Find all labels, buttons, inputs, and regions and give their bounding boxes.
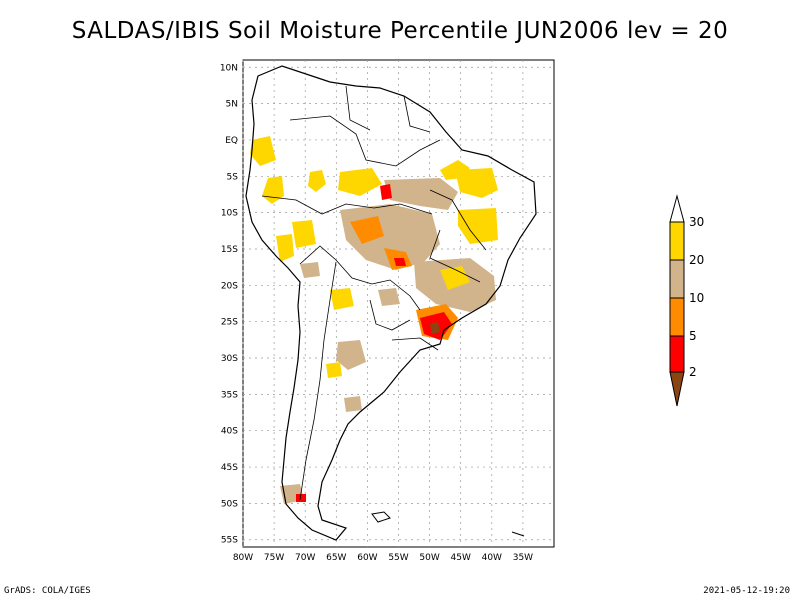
lon-tick-label: 40W [482,553,502,563]
colorbar-swatch-10-20 [669,259,685,299]
lon-tick-label: 75W [264,553,284,563]
shade-below-2 [430,322,440,334]
lat-tick-label: 30S [221,354,238,364]
longitude-labels: 80W 75W 70W 65W 60W 55W 50W 45W 40W 35W [233,553,533,563]
colorbar-label: 2 [689,365,697,379]
border-line [299,261,337,501]
lon-tick-label: 60W [357,553,377,563]
lat-tick-label: 25S [221,318,238,328]
lat-tick-label: 55S [221,536,238,546]
lat-tick-label: 45S [221,463,238,473]
border-line [369,299,411,331]
colorbar: 2 5 10 20 30 [669,194,704,407]
shade-20-30 [458,208,498,244]
shade-10-20 [300,262,320,278]
lat-tick-label: 50S [221,499,238,509]
colorbar-swatch-2-5 [669,335,685,373]
border-line [429,189,487,251]
lat-tick-label: 5N [226,100,238,110]
footer-timestamp: 2021-05-12-19:20 [703,586,790,596]
lat-tick-label: 40S [221,427,238,437]
lat-tick-label: 10N [220,63,238,73]
shade-20-30 [338,168,382,196]
south-america-coastline [245,65,537,541]
colorbar-label: 30 [689,215,704,229]
colorbar-label: 5 [689,329,697,343]
shade-20-30 [440,266,470,290]
gridlines [242,60,554,547]
map-title: SALDAS/IBIS Soil Moisture Percentile JUN… [71,18,729,44]
south-georgia [511,531,525,537]
lon-tick-label: 55W [388,553,408,563]
shade-10-20 [344,396,362,412]
shade-10-20 [378,288,400,306]
border-line [403,95,431,133]
lon-tick-label: 65W [326,553,346,563]
border-line [391,337,439,351]
shade-2-5 [296,494,306,502]
percentile-shading [250,136,498,504]
footer-credit: GrADS: COLA/IGES [4,586,91,596]
border-line [299,245,421,311]
colorbar-swatch-20-30 [669,221,685,261]
shade-10-20 [336,340,366,370]
country-borders [261,85,487,501]
colorbar-labels: 2 5 10 20 30 [689,215,704,379]
shade-20-30 [292,220,316,248]
lon-tick-label: 35W [513,553,533,563]
shade-10-20 [384,178,458,210]
colorbar-label: 10 [689,291,704,305]
colorbar-top-arrow [669,194,685,223]
lon-tick-label: 70W [295,553,315,563]
shade-20-30 [250,136,276,166]
border-line [345,85,371,131]
lon-tick-label: 50W [419,553,439,563]
lat-tick-label: 5S [227,172,239,182]
colorbar-swatch-5-10 [669,297,685,337]
shade-2-5 [380,184,392,200]
falkland-islands [371,511,391,523]
border-line [261,195,433,215]
lat-tick-label: 15S [221,245,238,255]
shade-20-30 [330,288,354,310]
colorbar-label: 20 [689,253,704,267]
shade-20-30 [308,170,326,192]
lat-tick-label: 20S [221,281,238,291]
shade-5-10 [350,216,384,244]
lat-tick-label: EQ [225,136,238,146]
latitude-labels: 10N 5N EQ 5S 10S 15S 20S 25S 30S 35S 40S 45S 50S 55S [220,63,238,545]
lat-tick-label: 35S [221,390,238,400]
lon-tick-label: 45W [451,553,471,563]
lon-tick-label: 80W [233,553,253,563]
colorbar-bottom-arrow [669,371,685,407]
shade-2-5 [394,258,406,266]
shade-20-30 [262,176,284,204]
shade-20-30 [276,234,294,262]
shade-20-30 [326,362,342,378]
lat-tick-label: 10S [221,209,238,219]
shade-20-30 [455,168,498,198]
border-line [429,229,481,283]
border-line [289,115,441,167]
